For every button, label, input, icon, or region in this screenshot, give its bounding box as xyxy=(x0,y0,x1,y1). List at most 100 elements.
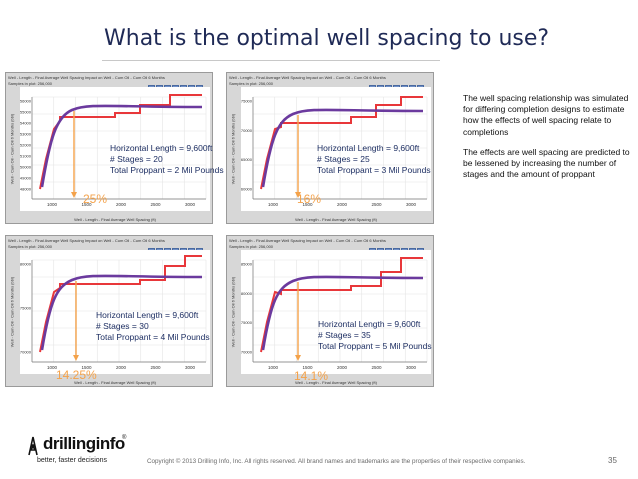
x-tick-label: 2500 xyxy=(371,365,382,370)
chart-panel-2: Well - Length - Final Average Well Spaci… xyxy=(226,72,434,224)
y-tick-label: 80000 xyxy=(241,291,253,296)
copyright-text: Copyright © 2013 Drilling Info, Inc. All… xyxy=(147,458,526,465)
y-tick-label: 60000 xyxy=(241,187,253,192)
percent-label: 16% xyxy=(297,192,322,206)
y-tick-label: 75000 xyxy=(20,306,32,311)
marker-arrow-icon xyxy=(71,192,77,198)
purple-series-line xyxy=(40,104,203,188)
samples-label: Samples in plot: 256,000 xyxy=(8,244,53,249)
panel-toolbar xyxy=(147,79,209,110)
y-axis-label: Well - Cum Oil - Cum Oil 6 Months (bbl) xyxy=(9,276,15,348)
y-tick-label: 80000 xyxy=(20,262,32,267)
curves-svg: 1000 1500 2000 2500 3000 56000 55000 54000 53000… xyxy=(20,94,207,207)
x-tick-label: 2000 xyxy=(337,365,348,370)
y-tick-label: 52000 xyxy=(20,143,32,148)
y-tick-label: 85000 xyxy=(241,262,253,267)
purple-series-line xyxy=(261,108,424,188)
y-tick-label: 48000 xyxy=(20,187,32,192)
samples-label: Samples in plot: 256,000 xyxy=(229,81,274,86)
x-tick-label: 3000 xyxy=(406,365,417,370)
y-tick-label: 56000 xyxy=(20,99,32,104)
red-series-line xyxy=(260,257,423,353)
marker-arrow-icon xyxy=(295,192,301,198)
panel-title: Well - Length - Final Average Well Spaci… xyxy=(8,238,165,243)
y-axis-label: Well - Cum Oil - Cum Oil 6 Months (bbl) xyxy=(230,276,236,348)
stages-label: # Stages = 20 xyxy=(110,154,163,164)
y-tick-label: 53000 xyxy=(20,132,32,137)
purple-series-line xyxy=(40,274,203,351)
x-tick-label: 3000 xyxy=(185,365,196,370)
registered-mark: ® xyxy=(122,435,127,441)
logo-wordmark: drillinginfo xyxy=(43,434,125,453)
x-tick-label: 2000 xyxy=(116,202,127,207)
y-tick-label: 65000 xyxy=(241,157,253,162)
y-tick-label: 49000 xyxy=(20,176,32,181)
horizontal-length-label: Horizontal Length = 9,600ft xyxy=(317,143,420,153)
horizontal-length-label: Horizontal Length = 9,600ft xyxy=(318,319,421,329)
x-axis-label: Well - Length - Final Average Well Spaci… xyxy=(295,380,377,385)
plot-area: 1000 1500 2000 2500 3000 85000 80000 75000 70000 xyxy=(241,250,431,374)
panel-toolbar xyxy=(368,79,430,110)
red-series-line xyxy=(260,96,423,190)
logo-tagline: better, faster decisions xyxy=(37,457,108,464)
x-axis-label: Well - Length - Final Average Well Spaci… xyxy=(295,217,377,222)
stages-label: # Stages = 35 xyxy=(318,330,371,340)
x-tick-label: 1000 xyxy=(268,202,279,207)
x-tick-label: 1000 xyxy=(47,202,58,207)
derrick-icon xyxy=(28,436,38,456)
y-tick-label: 70000 xyxy=(20,350,32,355)
chart-panel-3: Well - Length - Final Average Well Spaci… xyxy=(5,235,213,387)
horizontal-length-label: Horizontal Length = 9,600ft xyxy=(110,143,213,153)
curves-svg: 1000 1500 2000 2500 3000 80000 75000 70000 xyxy=(20,255,207,370)
x-tick-label: 1500 xyxy=(302,202,313,207)
y-tick-label: 50000 xyxy=(20,165,32,170)
page-number: 35 xyxy=(608,456,617,465)
chart-panel-4: Well - Length - Final Average Well Spaci… xyxy=(226,235,434,387)
x-tick-label: 3000 xyxy=(406,202,417,207)
samples-label: Samples in plot: 256,000 xyxy=(229,244,274,249)
y-tick-label: 70000 xyxy=(241,128,253,133)
x-tick-label: 2500 xyxy=(150,202,161,207)
y-tick-label: 55000 xyxy=(20,110,32,115)
horizontal-length-label: Horizontal Length = 9,600ft xyxy=(96,310,199,320)
red-series-line xyxy=(39,255,202,353)
annotation-block: Horizontal Length = 9,600ft # Stages = 2… xyxy=(110,143,224,176)
proppant-label: Total Proppant = 3 Mil Pounds xyxy=(317,165,431,175)
stages-label: # Stages = 30 xyxy=(96,321,149,331)
panel-title: Well - Length - Final Average Well Spaci… xyxy=(229,75,386,80)
y-axis-label-wrap: Well - Cum Oil - Cum Oil 6 Months (bbl) xyxy=(227,250,239,374)
y-tick-label: 75000 xyxy=(241,320,253,325)
percent-label: 25% xyxy=(83,192,108,206)
x-tick-label: 2000 xyxy=(116,365,127,370)
plot-area: 1000 1500 2000 2500 3000 56000 55000 54000 53000… xyxy=(20,87,210,211)
panel-title: Well - Length - Final Average Well Spaci… xyxy=(8,75,165,80)
purple-series-line xyxy=(261,275,424,351)
y-axis-label-wrap: Well - Cum Oil - Cum Oil 6 Months (bbl) xyxy=(227,87,239,211)
x-tick-label: 1000 xyxy=(47,365,58,370)
chart-panel-1: Well - Length - Final Average Well Spaci… xyxy=(5,72,224,224)
annotation-block: Horizontal Length = 9,600ft # Stages = 2… xyxy=(317,143,431,176)
x-tick-label: 3000 xyxy=(185,202,196,207)
title-divider xyxy=(102,60,440,61)
samples-label: Samples in plot: 256,000 xyxy=(8,81,53,86)
y-tick-label: 54000 xyxy=(20,121,32,126)
curves-svg: 1000 1500 2000 2500 3000 75000 70000 65000 60000 xyxy=(241,96,428,207)
sidebar-paragraph-2: The effects are well spacing are predict… xyxy=(463,146,630,180)
curves-svg: 1000 1500 2000 2500 3000 85000 80000 75000 70000 xyxy=(241,257,428,370)
proppant-label: Total Proppant = 5 Mil Pounds xyxy=(318,341,432,351)
percent-label: 14.1% xyxy=(294,369,329,383)
plot-area: 1000 1500 2000 2500 3000 75000 70000 65000 60000 xyxy=(241,87,431,211)
marker-arrow-icon xyxy=(295,355,301,361)
panel-toolbar xyxy=(147,242,209,273)
y-axis-label: Well - Cum Oil - Cum Oil 6 Months (bbl) xyxy=(9,113,15,185)
y-tick-label: 75000 xyxy=(241,99,253,104)
company-logo: drillinginfo ® better, faster decisions xyxy=(27,434,137,468)
x-tick-label: 2000 xyxy=(337,202,348,207)
y-tick-label: 51000 xyxy=(20,154,32,159)
panel-toolbar xyxy=(368,242,430,273)
x-tick-label: 1500 xyxy=(302,365,313,370)
sidebar-paragraph-1: The well spacing relationship was simula… xyxy=(463,93,629,137)
x-axis-label: Well - Length - Final Average Well Spaci… xyxy=(74,217,156,222)
y-axis-label-wrap: Well - Cum Oil - Cum Oil 6 Months (bbl) xyxy=(6,87,18,211)
y-tick-label: 70000 xyxy=(241,350,253,355)
